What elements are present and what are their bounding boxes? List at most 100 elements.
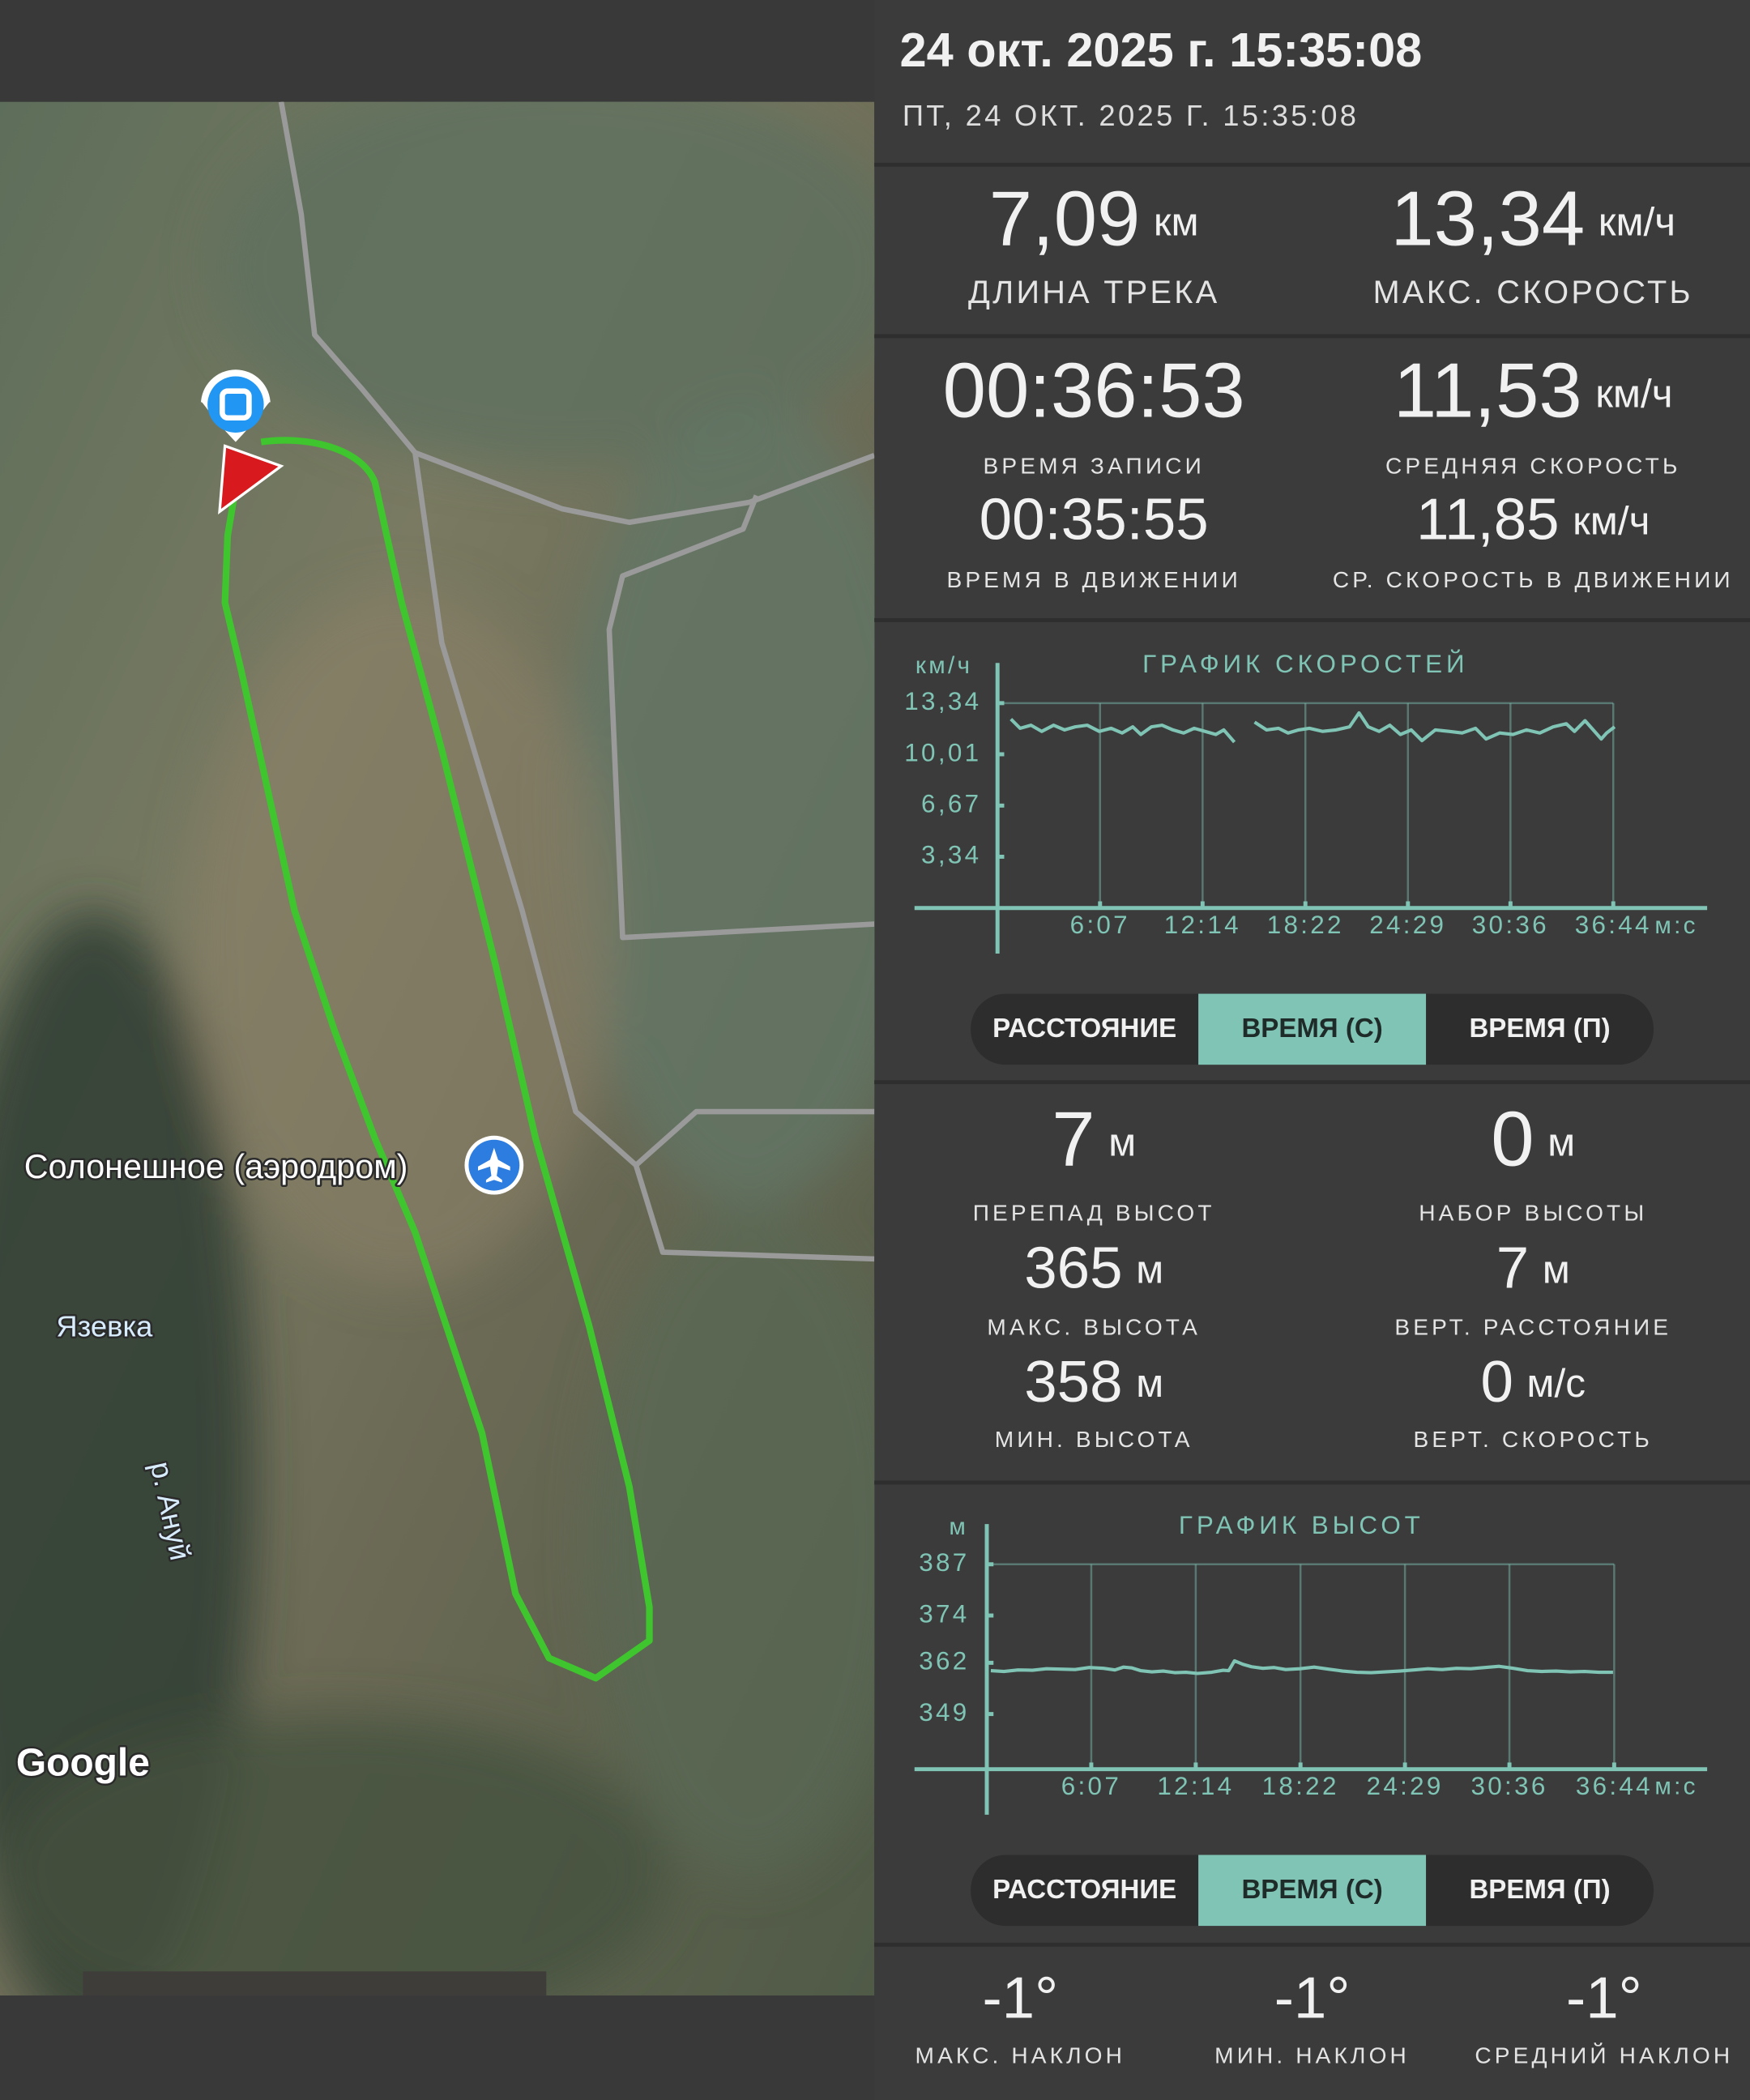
- x-tick-label: 12:14: [1157, 1772, 1234, 1800]
- start-pin[interactable]: [200, 369, 271, 442]
- stat-value: 365 м: [1024, 1236, 1163, 1301]
- stat-number: 13,34: [1390, 176, 1585, 262]
- y-tick-label: 3,34: [921, 841, 981, 869]
- segment-selected: [1198, 993, 1427, 1065]
- stat-unit: м: [1108, 1119, 1136, 1164]
- stat-unit: км: [1154, 199, 1199, 245]
- stat-number: 7: [1052, 1096, 1095, 1183]
- stat-number: 365: [1024, 1236, 1122, 1301]
- stat-unit: м: [1136, 1246, 1163, 1291]
- y-tick-label: 362: [919, 1647, 969, 1675]
- stat-unit: км/ч: [1598, 199, 1675, 245]
- segment-button[interactable]: ВРЕМЯ (П): [1469, 1875, 1610, 1905]
- y-axis-label: км/ч: [916, 652, 972, 679]
- top-bar: [0, 0, 875, 102]
- stat-unit: км/ч: [1595, 370, 1672, 416]
- segment-button[interactable]: ВРЕМЯ (П): [1469, 1014, 1610, 1044]
- x-tick-label: 18:22: [1262, 1772, 1339, 1800]
- stat-number: -1°: [1274, 1966, 1351, 2031]
- stat-label: ВРЕМЯ ЗАПИСИ: [984, 453, 1205, 478]
- y-tick-label: 13,34: [904, 687, 981, 715]
- stat-label: ДЛИНА ТРЕКА: [968, 275, 1219, 310]
- segmented-control[interactable]: РАССТОЯНИЕ ВРЕМЯ (С) ВРЕМЯ (П): [971, 993, 1654, 1065]
- y-tick-label: 374: [919, 1599, 969, 1628]
- stat-number: 358: [1024, 1349, 1122, 1415]
- x-tick-label: 12:14: [1164, 911, 1241, 939]
- header-subtitle: ПТ, 24 ОКТ. 2025 Г. 15:35:08: [903, 99, 1359, 132]
- stat-value: 00:35:55: [980, 487, 1209, 553]
- stat-label: МАКС. СКОРОСТЬ: [1373, 275, 1693, 310]
- x-tick-label: 24:29: [1369, 911, 1446, 939]
- segment-button[interactable]: РАССТОЯНИЕ: [992, 1875, 1176, 1905]
- x-tick-label: 30:36: [1471, 1772, 1548, 1800]
- stat-label: МАКС. ВЫСОТА: [987, 1314, 1201, 1339]
- segment-button[interactable]: ВРЕМЯ (С): [1241, 1014, 1382, 1044]
- stat-label: МИН. ВЫСОТА: [995, 1427, 1193, 1452]
- map[interactable]: Солонешное (аэродром) Язевка р. Ануй Goo…: [0, 67, 937, 2036]
- x-axis-label: м:с: [1654, 1773, 1698, 1800]
- stat-number: 0: [1480, 1349, 1513, 1415]
- data-line: [1009, 711, 1616, 744]
- y-tick-label: 349: [919, 1698, 969, 1727]
- stat-number: 7: [1496, 1236, 1529, 1301]
- segmented-control[interactable]: РАССТОЯНИЕ ВРЕМЯ (С) ВРЕМЯ (П): [971, 1855, 1654, 1927]
- dividers: [874, 162, 1750, 1947]
- stat-label: ВЕРТ. СКОРОСТЬ: [1414, 1427, 1653, 1452]
- stat-value: 0 м/с: [1480, 1349, 1586, 1415]
- map-label: Язевка: [56, 1309, 153, 1342]
- map-attribution: Google: [16, 1741, 150, 1784]
- stat-number: 11,53: [1394, 348, 1582, 434]
- stat-value: -1°: [982, 1966, 1058, 2031]
- stat-label: СР. СКОРОСТЬ В ДВИЖЕНИИ: [1333, 567, 1734, 592]
- segment-button[interactable]: РАССТОЯНИЕ: [992, 1014, 1176, 1044]
- stat-unit: м: [1136, 1360, 1163, 1406]
- map-tile: [83, 1971, 547, 1996]
- airport-marker[interactable]: [464, 1135, 524, 1195]
- x-tick-label: 30:36: [1472, 911, 1549, 939]
- stat-unit: м/с: [1526, 1360, 1586, 1406]
- end-arrow: [218, 444, 284, 514]
- header-title: 24 окт. 2025 г. 15:35:08: [900, 23, 1423, 77]
- x-tick-label: 6:07: [1070, 911, 1130, 939]
- track: [221, 437, 653, 1682]
- stat-number: 7,09: [989, 176, 1141, 262]
- stat-label: НАБОР ВЫСОТЫ: [1419, 1201, 1647, 1226]
- stat-label: МИН. НАКЛОН: [1214, 2043, 1410, 2068]
- chart-title: ГРАФИК ВЫСОТ: [1179, 1511, 1424, 1539]
- stat-value: -1°: [1566, 1966, 1642, 2031]
- y-axis-label: м: [949, 1513, 968, 1540]
- stat-value: 00:36:53: [943, 348, 1245, 434]
- x-axis-label: м:с: [1654, 912, 1698, 939]
- y-tick-label: 387: [919, 1548, 969, 1577]
- stat-label: ПЕРЕПАД ВЫСОТ: [973, 1201, 1215, 1226]
- stat-number: -1°: [1566, 1966, 1642, 2031]
- stat-value: 358 м: [1024, 1349, 1163, 1415]
- bottom-bar: [0, 1995, 875, 2100]
- data-line: [990, 1658, 1613, 1675]
- stat-label: ВРЕМЯ В ДВИЖЕНИИ: [946, 567, 1240, 592]
- y-tick-label: 6,67: [921, 790, 981, 818]
- stat-unit: км/ч: [1573, 497, 1650, 543]
- segment-button[interactable]: ВРЕМЯ (С): [1241, 1875, 1382, 1905]
- stat-number: 00:36:53: [943, 348, 1245, 434]
- stat-number: 00:35:55: [980, 487, 1209, 553]
- x-tick-label: 24:29: [1367, 1772, 1444, 1800]
- stat-label: СРЕДНИЙ НАКЛОН: [1475, 2043, 1733, 2068]
- x-tick-label: 36:44: [1575, 911, 1652, 939]
- x-tick-label: 6:07: [1061, 1772, 1121, 1800]
- stat-value: 13,34 км/ч: [1390, 176, 1675, 262]
- stat-number: -1°: [982, 1966, 1058, 2031]
- x-tick-label: 36:44: [1576, 1772, 1653, 1800]
- stat-label: СРЕДНЯЯ СКОРОСТЬ: [1385, 453, 1680, 478]
- map-texture: [0, 101, 875, 1996]
- map-label: Солонешное (аэродром): [24, 1148, 408, 1185]
- stat-number: 0: [1491, 1096, 1534, 1183]
- stat-unit: м: [1547, 1119, 1575, 1164]
- stat-number: 11,85: [1416, 487, 1560, 553]
- stat-value: -1°: [1274, 1966, 1351, 2031]
- roads: [278, 101, 875, 1262]
- x-tick-label: 18:22: [1267, 911, 1344, 939]
